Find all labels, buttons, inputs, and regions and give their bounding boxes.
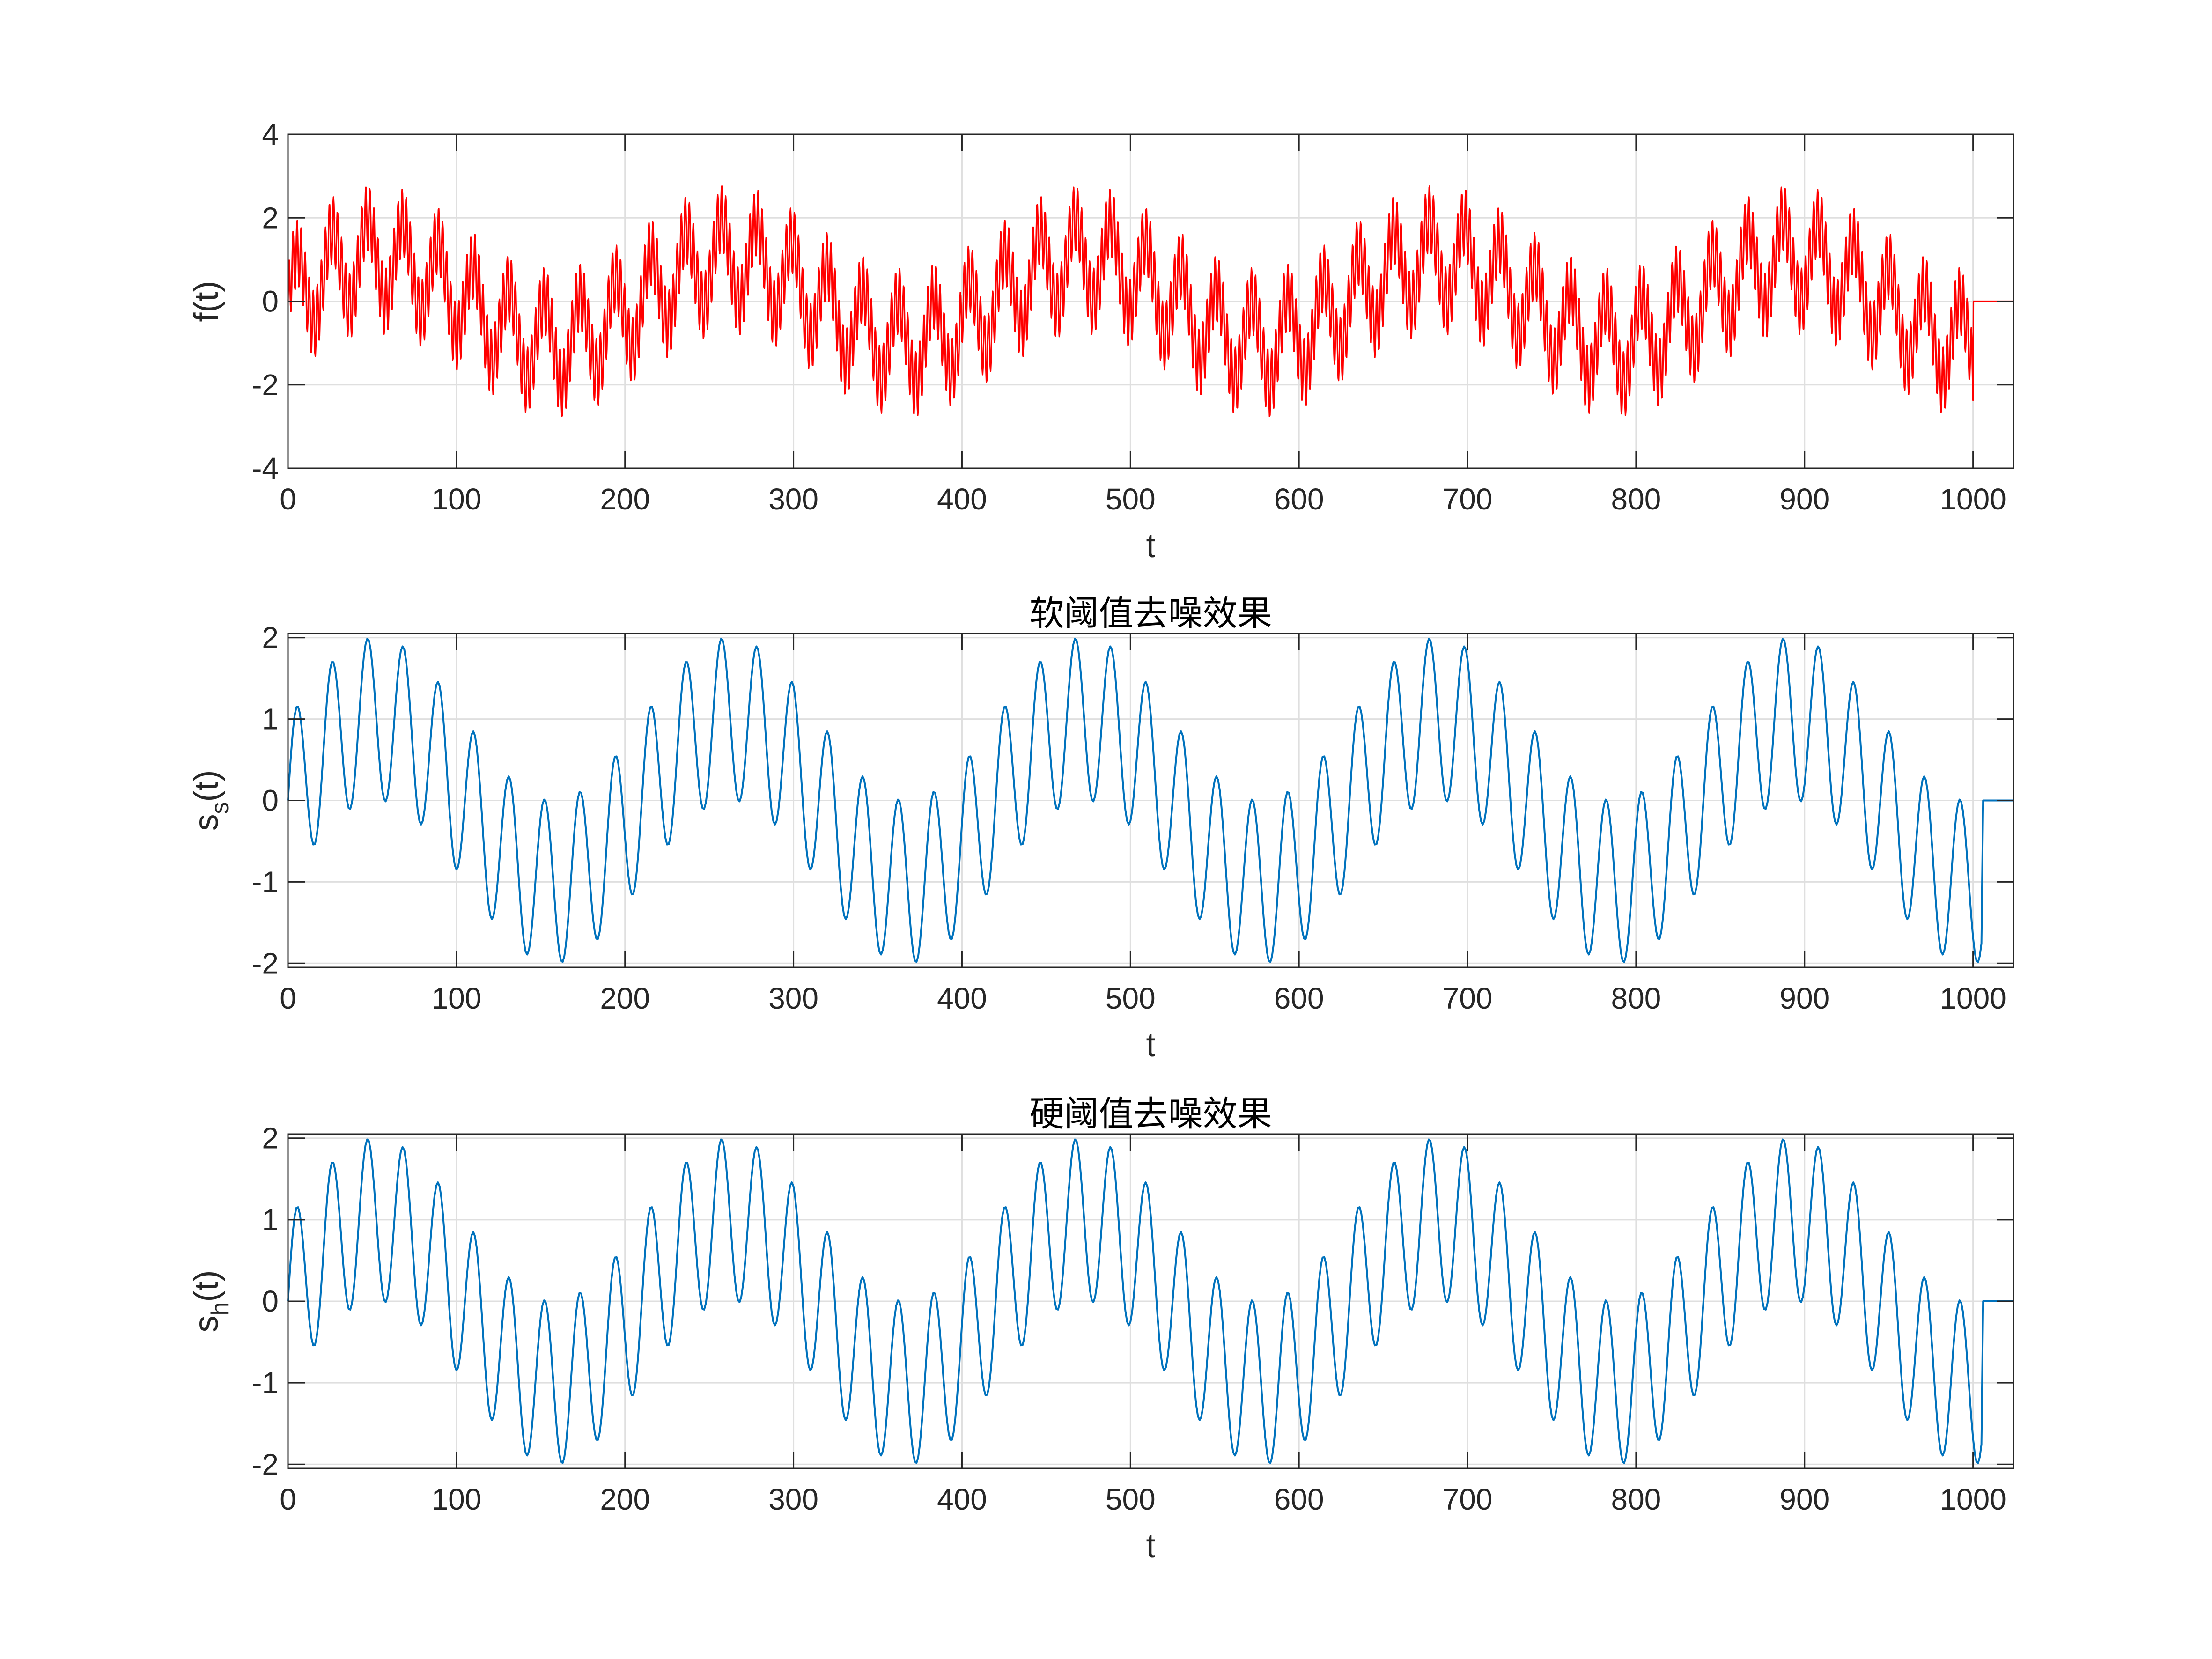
series-line bbox=[287, 185, 2014, 418]
x-tick-label: 900 bbox=[1779, 1482, 1829, 1516]
x-tick-label: 800 bbox=[1611, 1482, 1661, 1516]
y-tick-label: -1 bbox=[252, 1366, 279, 1400]
x-tick-label: 300 bbox=[768, 1482, 818, 1516]
x-tick-label: 600 bbox=[1274, 981, 1324, 1015]
x-tick-label: 500 bbox=[1106, 482, 1156, 516]
x-tick-label: 900 bbox=[1779, 482, 1829, 516]
x-tick-label: 500 bbox=[1106, 1482, 1156, 1516]
y-tick-label: 1 bbox=[262, 1203, 279, 1237]
y-axis-label-suffix: (t) bbox=[188, 770, 225, 802]
x-tick-label: 100 bbox=[431, 1482, 481, 1516]
y-tick-label: 2 bbox=[262, 1121, 279, 1155]
x-tick-label: 0 bbox=[280, 482, 296, 516]
y-axis-label: f(t) bbox=[188, 281, 225, 322]
x-tick-label: 300 bbox=[768, 482, 818, 516]
x-tick-label: 600 bbox=[1274, 482, 1324, 516]
x-tick-label: 1000 bbox=[1939, 981, 2006, 1015]
x-tick-label: 200 bbox=[600, 981, 650, 1015]
x-tick-label: 100 bbox=[431, 482, 481, 516]
y-tick-label: 2 bbox=[262, 621, 279, 655]
series-line bbox=[287, 1138, 2013, 1464]
x-tick-label: 400 bbox=[937, 981, 987, 1015]
y-tick-label: 4 bbox=[262, 118, 279, 151]
chart-title: 硬阈值去噪效果 bbox=[1030, 1094, 1272, 1134]
y-axis-label-main: s bbox=[188, 1315, 225, 1332]
y-tick-label: 0 bbox=[262, 784, 279, 818]
y-axis-label-subscript: s bbox=[206, 802, 234, 814]
chart-panel-3: 0 100 200 300 400 500 600 700 800 900 1000 -2 -1 0 1 2 t… bbox=[188, 1094, 2014, 1565]
x-tick-label: 600 bbox=[1274, 1482, 1324, 1516]
x-tick-label: 700 bbox=[1443, 981, 1493, 1015]
x-tick-label: 700 bbox=[1443, 482, 1493, 516]
x-axis-label: t bbox=[1146, 527, 1155, 565]
y-tick-label: -2 bbox=[252, 368, 279, 402]
y-tick-label: -2 bbox=[252, 946, 279, 980]
x-tick-label: 1000 bbox=[1939, 482, 2006, 516]
y-axis-label: ss(t) bbox=[188, 770, 234, 831]
chart-title: 软阈值去噪效果 bbox=[1030, 593, 1272, 634]
y-tick-label: -4 bbox=[252, 451, 279, 485]
x-tick-label: 0 bbox=[280, 981, 296, 1015]
x-tick-label: 300 bbox=[768, 981, 818, 1015]
x-axis-label: t bbox=[1146, 1527, 1155, 1565]
x-tick-label: 500 bbox=[1106, 981, 1156, 1015]
x-tick-label: 100 bbox=[431, 981, 481, 1015]
x-tick-label: 200 bbox=[600, 482, 650, 516]
chart-panel-2: 0 100 200 300 400 500 600 700 800 900 1000 -2 -1 0 1 2 t… bbox=[188, 593, 2014, 1064]
x-tick-label: 400 bbox=[937, 482, 987, 516]
x-tick-label: 800 bbox=[1611, 981, 1661, 1015]
y-tick-label: 0 bbox=[262, 1284, 279, 1318]
series-line bbox=[287, 638, 2013, 963]
x-tick-label: 400 bbox=[937, 1482, 987, 1516]
y-tick-label: -1 bbox=[252, 865, 279, 899]
x-tick-label: 1000 bbox=[1939, 1482, 2006, 1516]
y-axis-label: sh(t) bbox=[188, 1270, 234, 1333]
y-axis-label-subscript: h bbox=[206, 1302, 234, 1316]
x-tick-label: 0 bbox=[280, 1482, 296, 1516]
x-tick-label: 700 bbox=[1443, 1482, 1493, 1516]
chart-panel-1: 0 100 200 300 400 500 600 700 800 900 1000 -4 -2 0 2 4 t… bbox=[188, 118, 2014, 565]
y-axis-label-main: s bbox=[188, 814, 225, 831]
x-tick-label: 800 bbox=[1611, 482, 1661, 516]
y-axis-label-suffix: (t) bbox=[188, 1270, 225, 1302]
y-tick-label: 2 bbox=[262, 201, 279, 235]
y-tick-label: 0 bbox=[262, 285, 279, 318]
x-tick-label: 200 bbox=[600, 1482, 650, 1516]
x-axis-label: t bbox=[1146, 1026, 1155, 1064]
x-tick-label: 900 bbox=[1779, 981, 1829, 1015]
y-tick-label: 1 bbox=[262, 702, 279, 736]
y-tick-label: -2 bbox=[252, 1447, 279, 1481]
